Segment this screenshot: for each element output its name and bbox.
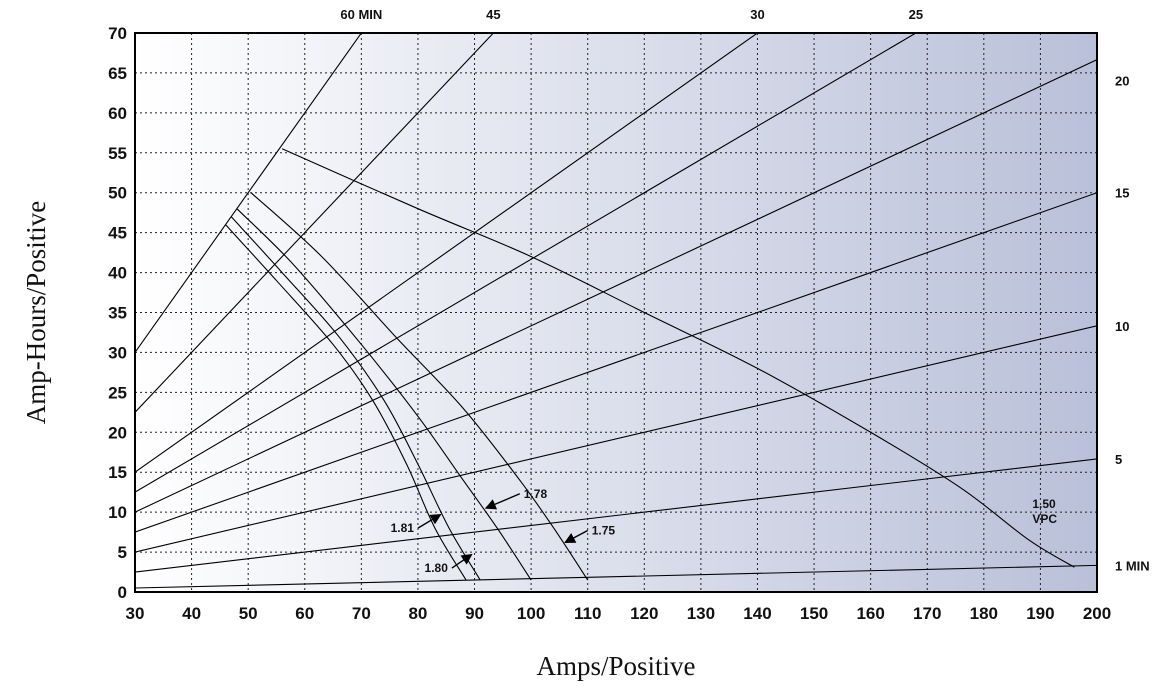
time-line-10	[135, 325, 1097, 553]
y-tick-60: 60	[108, 104, 127, 123]
x-tick-190: 190	[1026, 604, 1054, 623]
discharge-time-lines	[135, 33, 1097, 589]
y-tick-30: 30	[108, 343, 127, 362]
x-tick-50: 50	[239, 604, 258, 623]
x-tick-200: 200	[1083, 604, 1111, 623]
axis-ticks: 30 40 50 60 70 80 90 100 110 120 130 140 150 160 170 18…	[108, 24, 1111, 623]
y-tick-50: 50	[108, 184, 127, 203]
x-tick-140: 140	[743, 604, 771, 623]
arrow-1.75	[564, 529, 589, 544]
x-tick-180: 180	[970, 604, 998, 623]
voltage-curve-1.50	[281, 148, 1075, 568]
voltage-label-1.75: 1.75	[592, 524, 616, 538]
time-label-5: 5	[1115, 452, 1122, 467]
curve-labels: 1 MIN 5 10 15 20 25 30 45 60 MIN 1.81 1.80 1.78 1.75…	[340, 7, 1149, 575]
time-line-60-min	[135, 33, 363, 353]
time-line-25	[135, 33, 917, 493]
plot-frame	[134, 32, 1098, 593]
voltage-label-1.80: 1.80	[425, 561, 449, 575]
x-tick-160: 160	[856, 604, 884, 623]
arrow-1.78	[484, 493, 521, 510]
x-tick-90: 90	[465, 604, 484, 623]
y-tick-40: 40	[108, 264, 127, 283]
time-label-60-min: 60 MIN	[340, 7, 382, 22]
time-label-1-min: 1 MIN	[1115, 558, 1150, 573]
voltage-curve-1.80	[230, 216, 481, 581]
voltage-curve-1.78	[236, 208, 532, 581]
y-tick-70: 70	[108, 24, 127, 43]
time-label-25: 25	[909, 7, 923, 22]
y-tick-55: 55	[108, 144, 127, 163]
time-line-1-min	[135, 564, 1097, 589]
voltage-label-1.78: 1.78	[524, 487, 548, 501]
y-tick-0: 0	[118, 583, 127, 602]
time-line-20	[135, 59, 1097, 513]
y-tick-20: 20	[108, 423, 127, 442]
time-line-45	[135, 33, 495, 413]
y-axis-title: Amp-Hours/Positive	[21, 201, 51, 425]
arrow-1.81	[417, 513, 442, 529]
x-tick-130: 130	[687, 604, 715, 623]
arrow-1.80	[451, 553, 473, 569]
x-tick-170: 170	[913, 604, 941, 623]
y-tick-10: 10	[108, 503, 127, 522]
x-axis-title: Amps/Positive	[536, 651, 695, 681]
voltage-curve-1.75	[250, 192, 589, 581]
x-tick-30: 30	[126, 604, 145, 623]
x-tick-70: 70	[352, 604, 371, 623]
x-tick-80: 80	[408, 604, 427, 623]
x-tick-60: 60	[295, 604, 314, 623]
time-label-15: 15	[1115, 186, 1129, 201]
voltage-label-1.50: 1.50	[1032, 497, 1056, 511]
time-label-30: 30	[750, 7, 764, 22]
x-tick-120: 120	[630, 604, 658, 623]
voltage-curve-1.81	[225, 224, 467, 581]
x-tick-110: 110	[574, 604, 601, 623]
x-tick-100: 100	[517, 604, 545, 623]
voltage-label-1.81: 1.81	[391, 521, 415, 535]
time-line-30	[135, 33, 759, 473]
voltage-curves	[225, 148, 1075, 581]
y-tick-25: 25	[108, 383, 127, 402]
x-tick-150: 150	[800, 604, 828, 623]
y-tick-65: 65	[108, 64, 127, 83]
time-line-5	[135, 458, 1097, 573]
x-tick-40: 40	[182, 604, 201, 623]
voltage-label-vpc: VPC	[1032, 512, 1057, 526]
time-label-10: 10	[1115, 319, 1129, 334]
y-tick-15: 15	[108, 463, 127, 482]
y-tick-35: 35	[108, 304, 127, 323]
time-label-20: 20	[1115, 74, 1129, 89]
time-line-15	[135, 192, 1097, 533]
time-label-45: 45	[486, 7, 500, 22]
y-tick-5: 5	[118, 543, 127, 562]
y-tick-45: 45	[108, 224, 127, 243]
